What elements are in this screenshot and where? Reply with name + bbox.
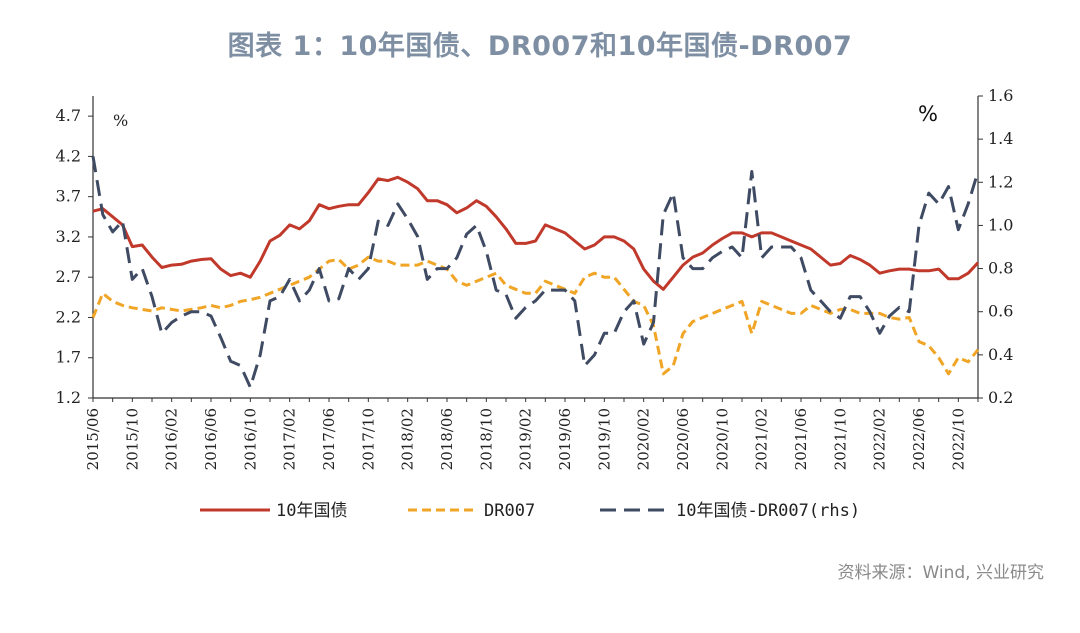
right-tick-label: 1.4	[988, 129, 1013, 148]
chart-legend: 10年国债 DR007 10年国债-DR007(rhs)	[200, 501, 860, 521]
left-tick-label: 4.7	[56, 106, 81, 125]
left-tick-label: 3.2	[56, 227, 81, 246]
chart-title: 图表 1：10年国债、DR007和10年国债-DR007	[227, 31, 853, 62]
right-tick-label: 0.2	[988, 388, 1013, 407]
x-tick-label: 2021/02	[753, 408, 771, 470]
x-tick-label: 2016/10	[241, 408, 259, 470]
right-unit-label: %	[918, 102, 938, 126]
legend-label-3: 10年国债-DR007(rhs)	[676, 501, 860, 521]
x-tick-label: 2017/02	[281, 408, 299, 470]
x-tick-label: 2016/02	[163, 408, 181, 470]
right-tick-label: 1.6	[988, 86, 1013, 105]
x-tick-label: 2018/10	[477, 408, 495, 470]
x-tick-label: 2021/10	[831, 408, 849, 470]
x-tick-label: 2016/06	[202, 408, 220, 470]
legend-label-2: DR007	[484, 501, 535, 521]
x-tick-label: 2017/10	[359, 408, 377, 470]
series-line-2	[91, 255, 980, 376]
source-note: 资料来源：Wind, 兴业研究	[837, 563, 1044, 583]
x-tick-label: 2019/10	[595, 408, 613, 470]
left-tick-label: 3.7	[56, 187, 81, 206]
x-tick-label: 2015/10	[123, 408, 141, 470]
chart-axes: 1.2 1.7 2.2 2.7 3.2 3.7 4.2 4.7 0.2 0.4 0.6 0.8 1.0 1…	[56, 86, 1014, 470]
x-tick-label: 2015/06	[84, 408, 102, 470]
left-tick-label: 4.2	[56, 146, 81, 165]
left-unit-label: %	[113, 111, 128, 130]
right-tick-label: 1.2	[988, 172, 1013, 191]
chart-series	[91, 156, 980, 389]
left-tick-label: 1.2	[56, 388, 81, 407]
series-line-3	[91, 156, 980, 389]
x-tick-label: 2022/10	[949, 408, 967, 470]
x-tick-label: 2018/06	[438, 408, 456, 470]
left-tick-label: 1.7	[56, 348, 81, 367]
left-tick-label: 2.2	[56, 307, 81, 326]
x-tick-label: 2022/06	[910, 408, 928, 470]
x-tick-label: 2020/06	[674, 408, 692, 470]
x-tick-label: 2018/02	[399, 408, 417, 470]
right-tick-label: 0.8	[988, 259, 1013, 278]
right-tick-label: 0.4	[988, 345, 1013, 364]
x-tick-label: 2017/06	[320, 408, 338, 470]
x-tick-label: 2019/06	[556, 408, 574, 470]
x-tick-label: 2021/06	[792, 408, 810, 470]
left-tick-label: 2.7	[56, 267, 81, 286]
x-tick-label: 2020/02	[635, 408, 653, 470]
right-tick-label: 1.0	[988, 215, 1013, 234]
x-tick-label: 2019/02	[517, 408, 535, 470]
x-tick-label: 2020/10	[713, 408, 731, 470]
series-line-1	[92, 175, 980, 291]
right-tick-label: 0.6	[988, 302, 1013, 321]
legend-label-1: 10年国债	[276, 501, 347, 521]
x-tick-label: 2022/02	[871, 408, 889, 470]
